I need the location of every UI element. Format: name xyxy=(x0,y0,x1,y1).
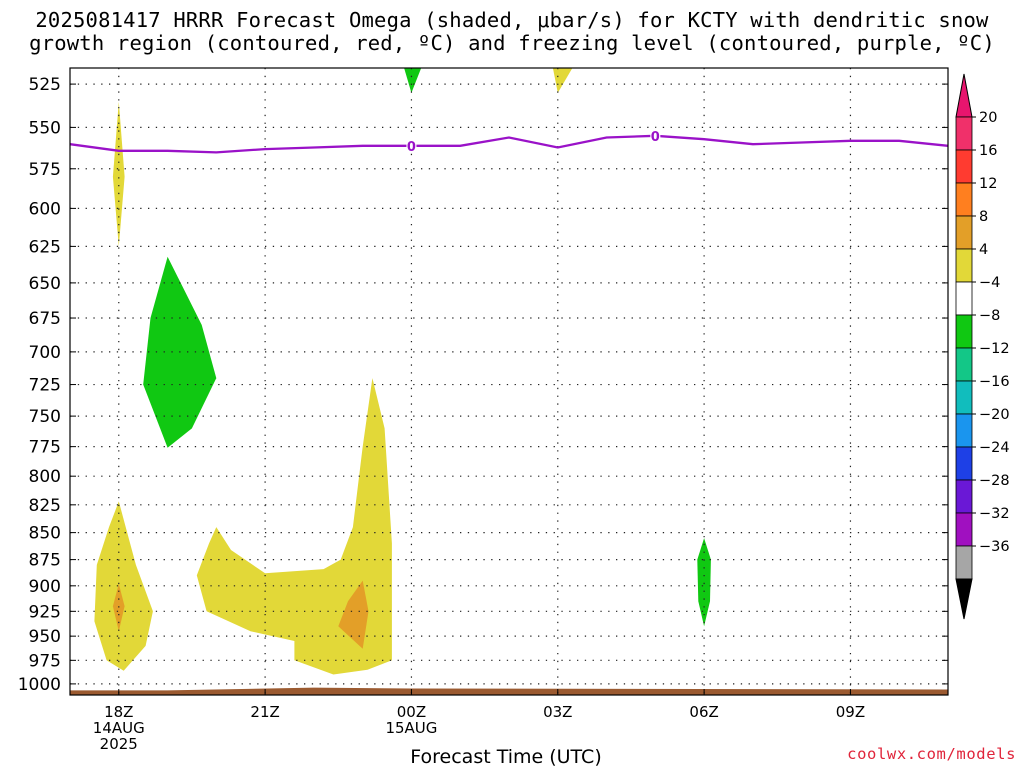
colorbar-label-9: −20 xyxy=(979,407,1010,423)
colorbar-label-3: 8 xyxy=(979,209,988,225)
plot-frame xyxy=(69,67,949,696)
colorbar-box-0 xyxy=(955,116,973,151)
x-tick-label-09Z: 09Z xyxy=(836,703,865,721)
freezing-level-contour: 00 xyxy=(70,127,948,155)
colorbar-box-11 xyxy=(955,479,973,514)
x-tick-label-06Z: 06Z xyxy=(689,703,718,721)
shaded-region-4 xyxy=(196,378,392,675)
freezing-level-label-bg-0 xyxy=(406,137,417,153)
shaded-region-9 xyxy=(70,687,948,695)
shaded-region-8 xyxy=(697,538,711,627)
y-tick-label-525: 525 xyxy=(29,75,61,95)
y-tick-label-800: 800 xyxy=(29,467,61,487)
x-tick-label-18Z: 18Z xyxy=(104,703,133,721)
colorbar-box-2 xyxy=(955,182,973,217)
y-tick-label-1000: 1000 xyxy=(18,675,61,695)
y-tick-label-850: 850 xyxy=(29,524,61,544)
colorbar-bottom-triangle xyxy=(955,578,973,620)
shaded-region-6 xyxy=(404,68,422,93)
colorbar-box-10 xyxy=(955,446,973,481)
y-tick-label-900: 900 xyxy=(29,577,61,597)
colorbar-top-triangle xyxy=(955,73,973,118)
y-axis-ticks: 525 550 575 600 625 650 675 700 725 750 775 800 825 8… xyxy=(18,75,948,695)
freezing-level-label-0: 0 xyxy=(407,140,416,155)
x-tick-label-2025: 2025 xyxy=(100,735,138,753)
colorbar-label-0: 20 xyxy=(979,110,997,126)
y-tick-label-600: 600 xyxy=(29,199,61,219)
y-tick-label-575: 575 xyxy=(29,160,61,180)
y-tick-label-550: 550 xyxy=(29,118,61,138)
shaded-region-5 xyxy=(338,580,369,649)
x-tick-label-15AUG: 15AUG xyxy=(385,719,437,737)
y-tick-label-950: 950 xyxy=(29,627,61,647)
colorbar-box-9 xyxy=(955,413,973,448)
colorbar-box-8 xyxy=(955,380,973,415)
y-tick-label-975: 975 xyxy=(29,651,61,671)
y-tick-label-625: 625 xyxy=(29,237,61,257)
colorbar-label-4: 4 xyxy=(979,242,988,258)
y-tick-label-925: 925 xyxy=(29,602,61,622)
x-axis-label: Forecast Time (UTC) xyxy=(410,746,601,768)
credit-text: coolwx.com/models xyxy=(847,745,1016,763)
colorbar-box-4 xyxy=(955,248,973,283)
colorbar-label-10: −24 xyxy=(979,440,1010,456)
shaded-region-1 xyxy=(94,501,153,671)
colorbar-box-6 xyxy=(955,314,973,349)
colorbar-label-7: −12 xyxy=(979,341,1010,357)
y-tick-label-650: 650 xyxy=(29,274,61,294)
colorbar-box-5 xyxy=(955,281,973,316)
freezing-level-label-1: 0 xyxy=(651,130,660,145)
colorbar-box-3 xyxy=(955,215,973,250)
freezing-level-line xyxy=(70,134,948,154)
chart-title-line-2: growth region (contoured, red, ºC) and f… xyxy=(29,31,995,55)
colorbar-box-12 xyxy=(955,512,973,547)
y-tick-label-825: 825 xyxy=(29,496,61,516)
y-tick-label-775: 775 xyxy=(29,438,61,458)
colorbar: 20 16 12 8 4 −4 −8 −12 −16 −20 −24 −28 −32 −36 xyxy=(955,73,1010,620)
shaded-region-0 xyxy=(112,101,125,247)
x-tick-label-14AUG: 14AUG xyxy=(93,719,145,737)
colorbar-label-6: −8 xyxy=(979,308,1000,324)
x-tick-label-21Z: 21Z xyxy=(250,703,279,721)
y-tick-label-675: 675 xyxy=(29,309,61,329)
x-tick-label-00Z: 00Z xyxy=(397,703,426,721)
chart-title-line-1: 2025081417 HRRR Forecast Omega (shaded, … xyxy=(35,8,989,32)
colorbar-label-1: 16 xyxy=(979,143,997,159)
y-tick-label-700: 700 xyxy=(29,343,61,363)
y-tick-label-875: 875 xyxy=(29,551,61,571)
y-tick-label-750: 750 xyxy=(29,407,61,427)
colorbar-label-11: −28 xyxy=(979,473,1010,489)
colorbar-label-13: −36 xyxy=(979,539,1010,555)
y-tick-label-725: 725 xyxy=(29,376,61,396)
colorbar-label-2: 12 xyxy=(979,176,997,192)
colorbar-box-1 xyxy=(955,149,973,184)
shaded-region-7 xyxy=(552,68,573,93)
colorbar-label-12: −32 xyxy=(979,506,1010,522)
colorbar-box-7 xyxy=(955,347,973,382)
freezing-level-label-bg-1 xyxy=(650,127,661,143)
colorbar-label-5: −4 xyxy=(979,275,1000,291)
x-tick-label-03Z: 03Z xyxy=(543,703,572,721)
colorbar-label-8: −16 xyxy=(979,374,1010,390)
shaded-regions xyxy=(70,68,948,695)
colorbar-box-13 xyxy=(955,545,973,580)
